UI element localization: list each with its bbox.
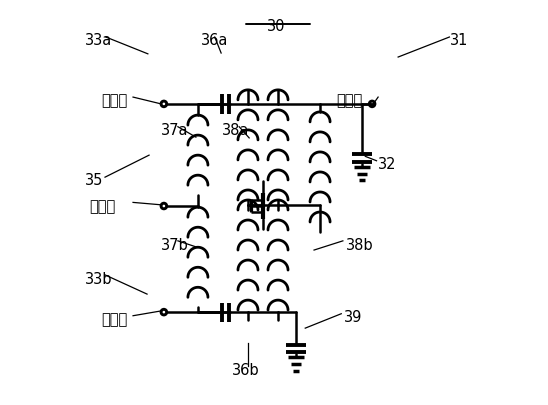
- Text: 31: 31: [450, 33, 469, 48]
- Text: 33b: 33b: [85, 271, 112, 286]
- Text: 30: 30: [267, 19, 286, 34]
- Text: 38b: 38b: [346, 237, 374, 252]
- Text: 输入端: 输入端: [336, 93, 362, 108]
- Text: 38a: 38a: [222, 123, 249, 138]
- Text: 35: 35: [85, 173, 104, 188]
- Text: 同相端: 同相端: [89, 198, 115, 213]
- Text: 36a: 36a: [201, 33, 229, 48]
- Text: 37a: 37a: [161, 123, 189, 138]
- Text: 36b: 36b: [232, 362, 260, 377]
- Text: 输出负: 输出负: [101, 312, 127, 326]
- Text: 39: 39: [344, 310, 362, 325]
- Text: 输出正: 输出正: [101, 93, 127, 108]
- Text: 37b: 37b: [161, 237, 189, 252]
- Text: 32: 32: [378, 157, 397, 172]
- Text: 33a: 33a: [85, 33, 112, 48]
